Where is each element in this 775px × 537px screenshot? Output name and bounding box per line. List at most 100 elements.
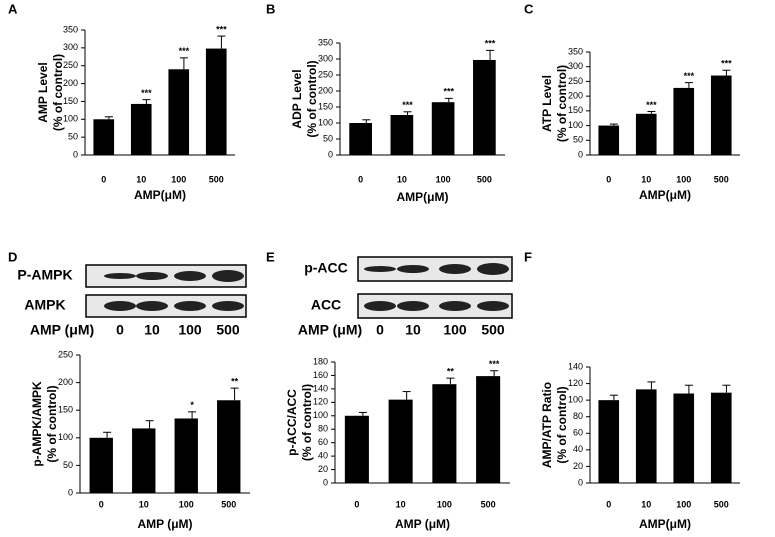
significance: *** xyxy=(179,46,190,56)
x-tick-label: 10 xyxy=(136,174,146,184)
bar xyxy=(598,400,620,483)
blot-band xyxy=(364,301,396,311)
x-tick-label: 0 xyxy=(99,499,104,509)
y-tick-label: 300 xyxy=(318,53,333,63)
x-tick-label: 500 xyxy=(481,499,496,509)
bar xyxy=(168,69,190,155)
y-tick-label: 0 xyxy=(323,477,328,487)
y-tick-label: 100 xyxy=(318,117,333,127)
x-tick-label: 100 xyxy=(437,499,452,509)
y-tick-label: 150 xyxy=(318,101,333,111)
x-tick-label: 0 xyxy=(606,174,611,184)
y-tick-label: 120 xyxy=(313,397,328,407)
bar xyxy=(710,392,732,483)
bar xyxy=(344,415,369,483)
x-tick-label: 0 xyxy=(358,174,363,184)
blot-lane-label: 500 xyxy=(481,322,505,338)
x-tick-label: 500 xyxy=(209,174,224,184)
x-tick-label: 0 xyxy=(101,174,106,184)
x-axis-label: AMP(μM) xyxy=(134,188,186,202)
y-tick-label: 50 xyxy=(63,460,73,470)
x-axis-label: AMP(μM) xyxy=(397,190,449,204)
bar xyxy=(635,389,657,483)
significance: ** xyxy=(447,367,455,377)
y-tick-label: 0 xyxy=(578,149,583,159)
panel-letter: A xyxy=(8,1,18,16)
y-tick-label: 250 xyxy=(318,69,333,79)
y-axis-label: ATP Level xyxy=(540,75,554,132)
y-tick-label: 150 xyxy=(58,405,73,415)
blot-lane-label: 100 xyxy=(443,322,467,338)
x-tick-label: 100 xyxy=(171,174,186,184)
x-tick-label: 10 xyxy=(641,499,651,509)
significance: ** xyxy=(231,376,239,386)
blot-lane-label: 100 xyxy=(178,322,202,338)
y-tick-label: 300 xyxy=(63,42,78,52)
bar xyxy=(673,393,695,483)
blot-lane-label: 500 xyxy=(216,322,240,338)
y-tick-label: 250 xyxy=(63,60,78,70)
bar xyxy=(130,103,152,155)
y-axis-label: p-AMPK/AMPK xyxy=(30,381,44,467)
x-axis-label: AMP (μM) xyxy=(395,517,450,531)
significance: *** xyxy=(444,87,455,97)
x-tick-label: 100 xyxy=(179,499,194,509)
bar xyxy=(476,376,501,483)
x-tick-label: 0 xyxy=(606,499,611,509)
blot-band xyxy=(439,301,471,311)
bar xyxy=(635,113,657,155)
x-tick-label: 500 xyxy=(714,499,729,509)
y-axis-label: p-ACC/ACC xyxy=(285,389,299,456)
blot-row-label: AMPK xyxy=(24,297,65,313)
y-tick-label: 80 xyxy=(318,424,328,434)
bar xyxy=(349,123,372,155)
blot-band xyxy=(104,301,136,311)
y-tick-label: 300 xyxy=(568,61,583,71)
y-axis-label: (% of control) xyxy=(45,385,59,462)
significance: * xyxy=(190,400,194,410)
bar xyxy=(132,428,156,493)
y-tick-label: 60 xyxy=(573,428,583,438)
y-tick-label: 120 xyxy=(568,378,583,388)
significance: *** xyxy=(489,359,500,369)
significance: *** xyxy=(646,100,657,110)
y-tick-label: 150 xyxy=(568,105,583,115)
x-axis-label: AMP(μM) xyxy=(639,188,691,202)
y-tick-label: 50 xyxy=(573,135,583,145)
y-tick-label: 50 xyxy=(68,132,78,142)
y-tick-label: 20 xyxy=(318,464,328,474)
x-tick-label: 100 xyxy=(676,499,691,509)
significance: *** xyxy=(721,59,732,69)
y-tick-label: 200 xyxy=(318,85,333,95)
y-tick-label: 150 xyxy=(63,96,78,106)
panel-letter: E xyxy=(266,249,275,264)
y-axis-label: (% of control) xyxy=(300,384,314,461)
y-tick-label: 0 xyxy=(73,149,78,159)
y-tick-label: 0 xyxy=(578,477,583,487)
blot-band xyxy=(477,263,509,275)
y-tick-label: 200 xyxy=(63,78,78,88)
y-tick-label: 100 xyxy=(313,410,328,420)
y-tick-label: 350 xyxy=(318,37,333,47)
x-axis-label: AMP(μM) xyxy=(639,517,691,531)
bar xyxy=(673,87,695,155)
y-axis-label: (% of control) xyxy=(51,54,65,131)
blot-axis-label: AMP (μM) xyxy=(298,322,362,338)
bar xyxy=(598,125,620,155)
blot-lane-label: 0 xyxy=(116,322,124,338)
y-tick-label: 40 xyxy=(573,444,583,454)
x-tick-label: 0 xyxy=(354,499,359,509)
y-tick-label: 80 xyxy=(573,411,583,421)
y-tick-label: 0 xyxy=(328,149,333,159)
significance: *** xyxy=(485,39,496,49)
blot-band xyxy=(136,301,168,311)
y-tick-label: 200 xyxy=(58,377,73,387)
y-tick-label: 40 xyxy=(318,450,328,460)
y-tick-label: 250 xyxy=(568,76,583,86)
y-tick-label: 60 xyxy=(318,437,328,447)
blot-lane-label: 0 xyxy=(376,322,384,338)
blot-band xyxy=(212,301,244,311)
y-tick-label: 180 xyxy=(313,356,328,366)
x-tick-label: 10 xyxy=(139,499,149,509)
